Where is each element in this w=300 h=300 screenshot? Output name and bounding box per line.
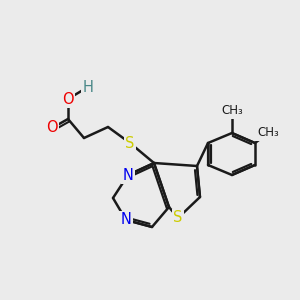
- Text: O: O: [62, 92, 74, 106]
- Text: CH₃: CH₃: [257, 127, 279, 140]
- Text: H: H: [82, 80, 93, 94]
- Text: S: S: [173, 211, 183, 226]
- Text: S: S: [125, 136, 135, 151]
- Text: CH₃: CH₃: [221, 104, 243, 118]
- Text: N: N: [123, 167, 134, 182]
- Text: N: N: [121, 212, 131, 227]
- Text: O: O: [46, 121, 58, 136]
